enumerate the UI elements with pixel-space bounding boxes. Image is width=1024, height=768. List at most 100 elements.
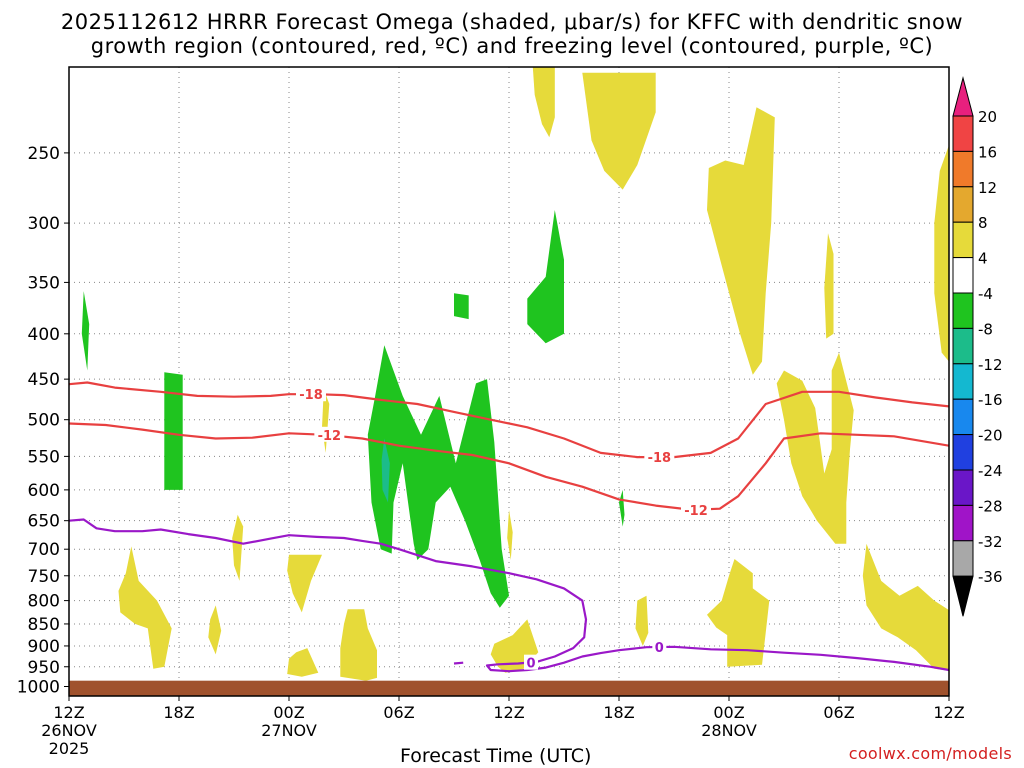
colorbar-label: 16 — [978, 143, 997, 161]
colorbar-swatch — [952, 434, 974, 471]
y-tick-label: 300 — [28, 214, 60, 234]
contour-label: -12 — [684, 504, 708, 519]
gridlines — [69, 67, 949, 696]
x-tick-date: 27NOV — [261, 721, 317, 740]
omega-shading — [81, 67, 949, 681]
y-tick-label: 500 — [28, 411, 60, 431]
contour-labels: -18 -18 -12 -12 0 0 — [296, 386, 711, 672]
colorbar-swatch — [952, 327, 974, 365]
colorbar-arrow-bottom — [952, 575, 974, 617]
axes: 2503003504004505005506006507007508008509… — [17, 144, 965, 758]
contour-label-bg — [524, 654, 538, 670]
omega-region-yellow — [582, 72, 656, 190]
omega-region-green — [164, 372, 183, 490]
omega-region-green — [367, 345, 509, 608]
colorbar-swatch — [952, 257, 974, 294]
plot-frame — [68, 66, 950, 697]
omega-region-yellow — [934, 145, 949, 362]
chart-title-line1: 2025112612 HRRR Forecast Omega (shaded, … — [60, 10, 964, 34]
omega-region-yellow — [232, 514, 244, 581]
colorbar-label: -24 — [978, 462, 1003, 480]
contour-label-bg — [644, 449, 675, 465]
x-tick-label: 18Z — [163, 703, 194, 722]
omega-region-green — [81, 291, 90, 371]
colorbar-swatch — [952, 292, 974, 329]
chart-title-line2: growth region (contoured, red, ºC) and f… — [90, 34, 934, 58]
x-tick-date: 26NOV — [41, 721, 97, 740]
colorbar-label: -16 — [978, 391, 1003, 409]
omega-region-yellow — [707, 107, 775, 375]
omega-region-yellow — [635, 595, 649, 646]
x-tick-year: 2025 — [49, 739, 90, 758]
y-tick-label: 600 — [28, 481, 60, 501]
colorbar-label: 8 — [978, 214, 988, 232]
colorbar-swatch — [952, 469, 974, 506]
y-tick-label: 450 — [28, 370, 60, 390]
colorbar-label: -12 — [978, 356, 1003, 374]
y-tick-label: 550 — [28, 447, 60, 467]
y-tick-label: 850 — [28, 615, 60, 635]
contour--12 — [69, 422, 949, 511]
contour-label: 0 — [526, 657, 535, 672]
omega-region-yellow — [208, 605, 222, 655]
colorbar-swatch — [952, 186, 974, 223]
omega-region-yellow — [824, 233, 834, 339]
colorbar-swatch — [952, 398, 974, 436]
y-tick-label: 700 — [28, 540, 60, 560]
y-tick-label: 250 — [28, 144, 60, 164]
credit-link[interactable]: coolwx.com/models — [848, 744, 1012, 763]
colorbar-label: -20 — [978, 427, 1003, 445]
y-tick-label: 800 — [28, 592, 60, 612]
x-tick-label: 12Z — [53, 703, 84, 722]
x-tick-label: 00Z — [273, 703, 304, 722]
colorbar-swatch — [952, 363, 974, 400]
contour-0 — [453, 661, 464, 665]
y-tick-label: 400 — [28, 325, 60, 345]
colorbar-swatch — [952, 540, 974, 577]
omega-region-yellow — [340, 609, 377, 681]
contour-label: -18 — [648, 451, 672, 466]
colorbar-label: -32 — [978, 533, 1003, 551]
colorbar-arrow-top — [952, 76, 974, 117]
x-tick-label: 12Z — [493, 703, 524, 722]
colorbar-swatch — [952, 504, 974, 542]
contour-label-bg — [652, 638, 667, 654]
omega-region-yellow — [507, 509, 513, 560]
omega-region-yellow — [776, 352, 854, 544]
x-tick-label: 06Z — [823, 703, 854, 722]
y-tick-label: 900 — [28, 637, 60, 657]
x-tick-label: 00Z — [713, 703, 744, 722]
y-tick-label: 650 — [28, 512, 60, 532]
colorbar-label: -8 — [978, 320, 993, 338]
terrain-layer — [69, 680, 949, 696]
x-axis-label: Forecast Time (UTC) — [400, 745, 592, 767]
terrain-fill — [69, 680, 949, 696]
contour-label: 0 — [655, 641, 664, 656]
omega-region-teal — [381, 438, 390, 503]
colorbar-swatch — [952, 150, 974, 188]
omega-region-yellow — [287, 648, 319, 677]
omega-region-yellow — [862, 543, 949, 671]
y-tick-label: 950 — [28, 658, 60, 678]
colorbar-label: -28 — [978, 497, 1003, 515]
omega-region-green — [454, 293, 469, 320]
contour-label-bg — [681, 501, 711, 517]
colorbar-label: 20 — [978, 108, 997, 126]
contour-label: -18 — [299, 388, 323, 403]
omega-region-green — [527, 210, 564, 344]
x-tick-label: 06Z — [383, 703, 414, 722]
y-tick-label: 1000 — [17, 677, 60, 697]
contour-lines — [69, 381, 949, 673]
y-tick-label: 750 — [28, 567, 60, 587]
contour-label: -12 — [318, 429, 342, 444]
contour-label-bg — [314, 426, 345, 442]
x-tick-label: 18Z — [603, 703, 634, 722]
colorbar-label: 12 — [978, 179, 997, 197]
contour--18 — [69, 381, 949, 459]
omega-region-yellow — [287, 554, 322, 613]
x-tick-label: 12Z — [933, 703, 964, 722]
colorbar-label: 4 — [978, 250, 988, 268]
x-tick-date: 28NOV — [701, 721, 757, 740]
omega-region-yellow — [532, 67, 555, 138]
omega-region-yellow — [707, 559, 770, 667]
